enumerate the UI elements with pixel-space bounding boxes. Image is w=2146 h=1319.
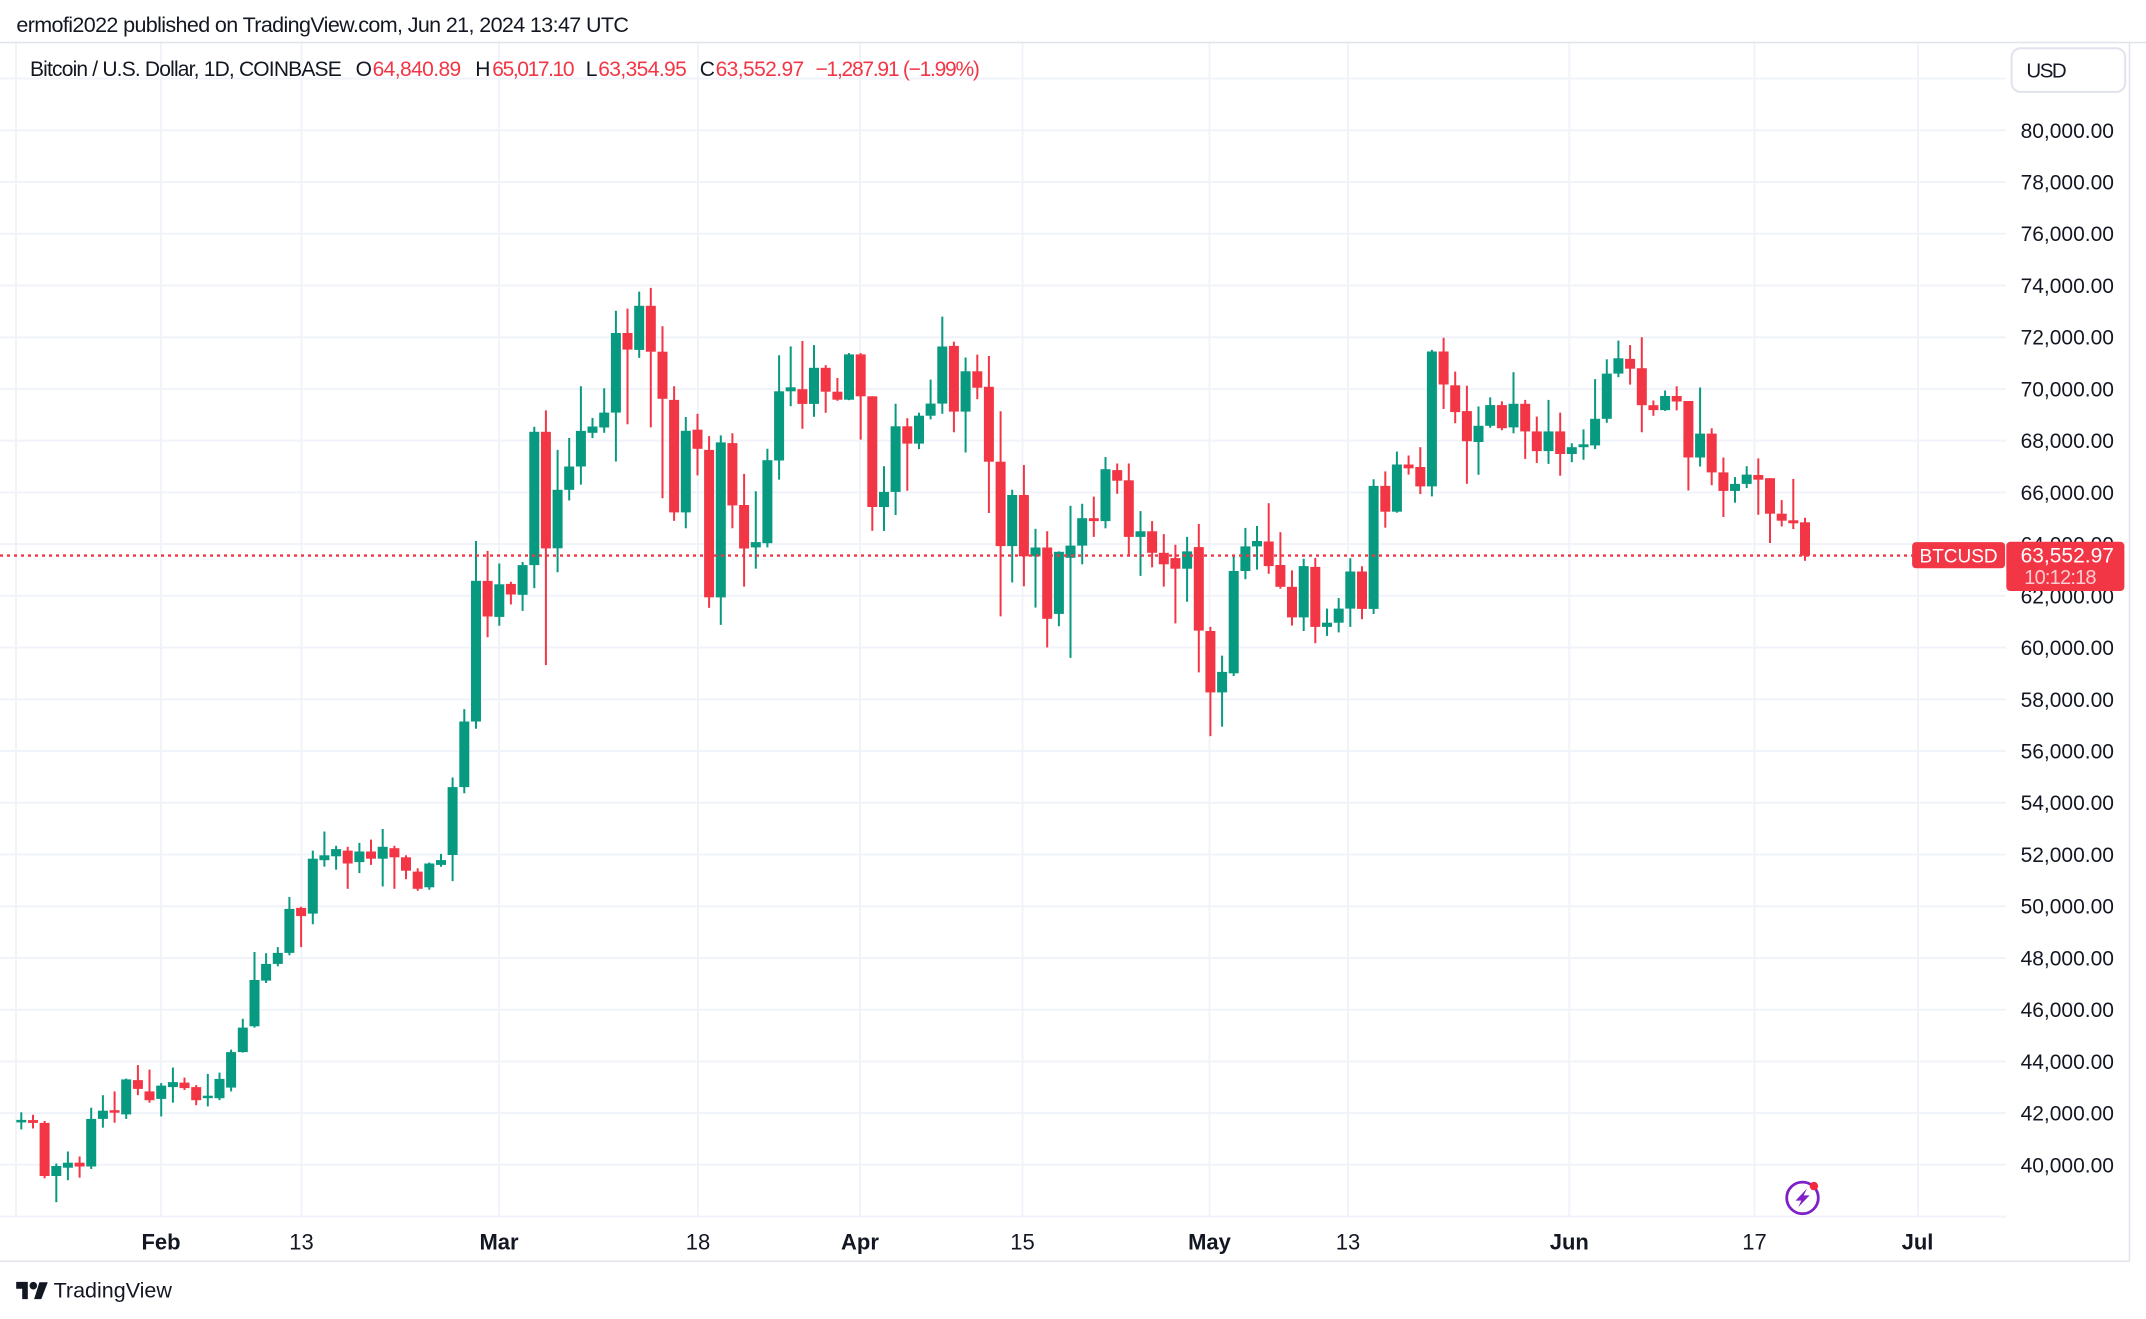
svg-text:Apr: Apr — [841, 1230, 879, 1255]
svg-text:62,000.00: 62,000.00 — [2021, 585, 2114, 608]
svg-text:63,552.97: 63,552.97 — [2021, 544, 2114, 567]
svg-text:Jul: Jul — [1902, 1230, 1934, 1255]
svg-text:−1,287.91 (−1.99%): −1,287.91 (−1.99%) — [816, 58, 979, 81]
svg-text:44,000.00: 44,000.00 — [2021, 1051, 2114, 1074]
svg-text:Feb: Feb — [141, 1230, 180, 1255]
svg-text:13: 13 — [1336, 1230, 1360, 1255]
svg-text:50,000.00: 50,000.00 — [2021, 896, 2114, 919]
svg-text:May: May — [1188, 1230, 1232, 1255]
svg-text:Jun: Jun — [1550, 1230, 1589, 1255]
svg-text:13: 13 — [289, 1230, 313, 1255]
svg-text:76,000.00: 76,000.00 — [2021, 223, 2114, 246]
svg-text:46,000.00: 46,000.00 — [2021, 999, 2114, 1022]
svg-text:78,000.00: 78,000.00 — [2021, 172, 2114, 195]
svg-text:10:12:18: 10:12:18 — [2024, 567, 2096, 589]
svg-text:40,000.00: 40,000.00 — [2021, 1154, 2114, 1177]
svg-text:63,354.95: 63,354.95 — [598, 58, 686, 81]
svg-text:72,000.00: 72,000.00 — [2021, 327, 2114, 350]
svg-text:68,000.00: 68,000.00 — [2021, 430, 2114, 453]
svg-text:H: H — [475, 58, 490, 81]
svg-text:17: 17 — [1742, 1230, 1766, 1255]
svg-text:52,000.00: 52,000.00 — [2021, 844, 2114, 867]
svg-text:80,000.00: 80,000.00 — [2021, 120, 2114, 143]
svg-text:BTCUSD: BTCUSD — [1920, 546, 1998, 567]
svg-text:L: L — [586, 58, 598, 81]
svg-text:70,000.00: 70,000.00 — [2021, 378, 2114, 401]
svg-text:C: C — [700, 58, 715, 81]
svg-text:48,000.00: 48,000.00 — [2021, 947, 2114, 970]
svg-text:TradingView: TradingView — [54, 1279, 173, 1303]
svg-text:18: 18 — [686, 1230, 710, 1255]
svg-text:74,000.00: 74,000.00 — [2021, 275, 2114, 298]
svg-text:Bitcoin / U.S. Dollar, 1D, COI: Bitcoin / U.S. Dollar, 1D, COINBASE — [30, 58, 342, 81]
svg-text:54,000.00: 54,000.00 — [2021, 792, 2114, 815]
svg-text:65,017.10: 65,017.10 — [492, 58, 574, 81]
svg-text:66,000.00: 66,000.00 — [2021, 482, 2114, 505]
svg-text:64,840.89: 64,840.89 — [373, 58, 461, 81]
svg-text:ermofi2022 published on Tradin: ermofi2022 published on TradingView.com,… — [16, 13, 628, 37]
svg-text:56,000.00: 56,000.00 — [2021, 741, 2114, 764]
svg-text:15: 15 — [1010, 1230, 1034, 1255]
svg-text:USD: USD — [2026, 59, 2065, 82]
svg-text:Mar: Mar — [479, 1230, 519, 1255]
svg-text:63,552.97: 63,552.97 — [716, 58, 804, 81]
svg-text:58,000.00: 58,000.00 — [2021, 689, 2114, 712]
svg-text:O: O — [356, 58, 372, 81]
svg-text:42,000.00: 42,000.00 — [2021, 1103, 2114, 1126]
svg-text:60,000.00: 60,000.00 — [2021, 637, 2114, 660]
